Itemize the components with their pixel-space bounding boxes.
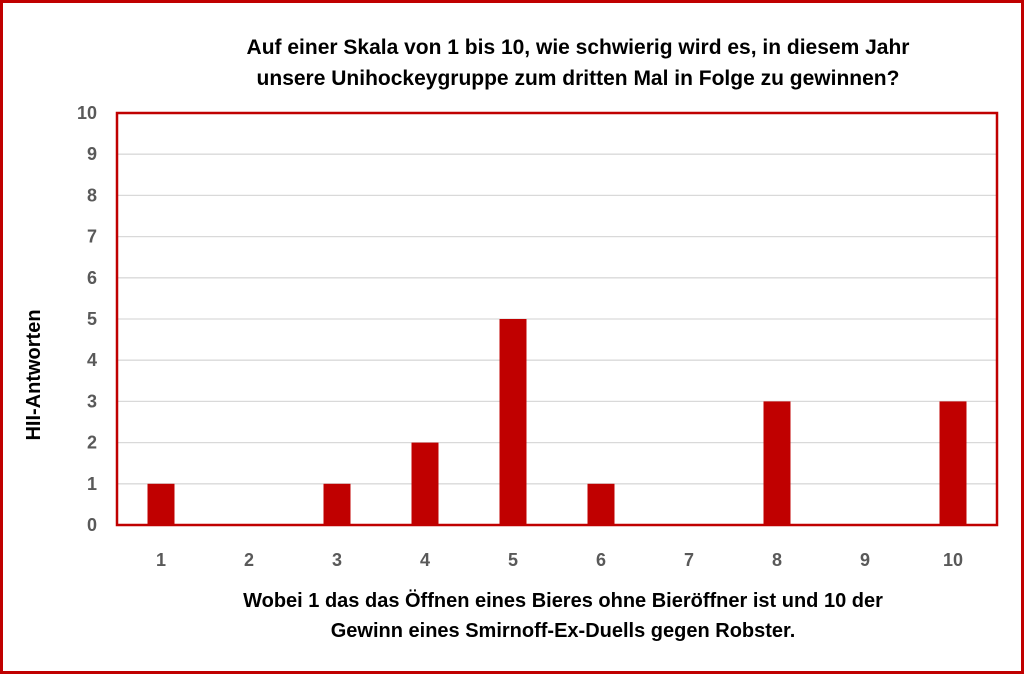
- y-tick-label: 8: [87, 185, 97, 205]
- x-axis-ticks: 1 2 3 4 5 6 7 8 9 10: [156, 550, 963, 570]
- bar-4: [411, 442, 439, 525]
- x-tick-label: 7: [684, 550, 694, 570]
- bar-10: [939, 401, 967, 525]
- bar-6: [587, 483, 615, 525]
- y-axis-label: HII-Antworten: [23, 309, 45, 440]
- bar-1: [147, 483, 175, 525]
- y-tick-label: 6: [87, 268, 97, 288]
- x-tick-label: 1: [156, 550, 166, 570]
- y-axis-ticks: 0 1 2 3 4 5 6 7 8 9 10: [77, 103, 97, 535]
- bar-5: [499, 319, 527, 525]
- chart-title-line-2: unsere Unihockeygruppe zum dritten Mal i…: [257, 67, 900, 90]
- x-tick-label: 10: [943, 550, 963, 570]
- y-tick-label: 3: [87, 391, 97, 411]
- y-tick-label: 10: [77, 103, 97, 123]
- y-tick-label: 9: [87, 144, 97, 164]
- chart-title-line-1: Auf einer Skala von 1 bis 10, wie schwie…: [247, 36, 910, 59]
- y-tick-label: 2: [87, 433, 97, 453]
- x-axis-label-line-2: Gewinn eines Smirnoff-Ex-Duells gegen Ro…: [331, 620, 796, 642]
- x-tick-label: 8: [772, 550, 782, 570]
- y-tick-label: 1: [87, 474, 97, 494]
- y-tick-label: 0: [87, 515, 97, 535]
- x-tick-label: 9: [860, 550, 870, 570]
- bars: [147, 319, 967, 525]
- x-tick-label: 6: [596, 550, 606, 570]
- x-tick-label: 3: [332, 550, 342, 570]
- bar-chart: Auf einer Skala von 1 bis 10, wie schwie…: [23, 36, 999, 642]
- x-axis-label-line-1: Wobei 1 das das Öffnen eines Bieres ohne…: [243, 589, 883, 612]
- chart-title: Auf einer Skala von 1 bis 10, wie schwie…: [247, 36, 910, 90]
- gridlines: [117, 112, 997, 526]
- bar-3: [323, 483, 351, 525]
- bar-8: [763, 401, 791, 525]
- y-tick-label: 5: [87, 309, 97, 329]
- x-tick-label: 2: [244, 550, 254, 570]
- x-tick-label: 5: [508, 550, 518, 570]
- y-tick-label: 7: [87, 227, 97, 247]
- y-tick-label: 4: [87, 350, 97, 370]
- x-axis-label: Wobei 1 das das Öffnen eines Bieres ohne…: [243, 589, 883, 642]
- x-tick-label: 4: [420, 550, 430, 570]
- plot-area-border: [115, 111, 999, 527]
